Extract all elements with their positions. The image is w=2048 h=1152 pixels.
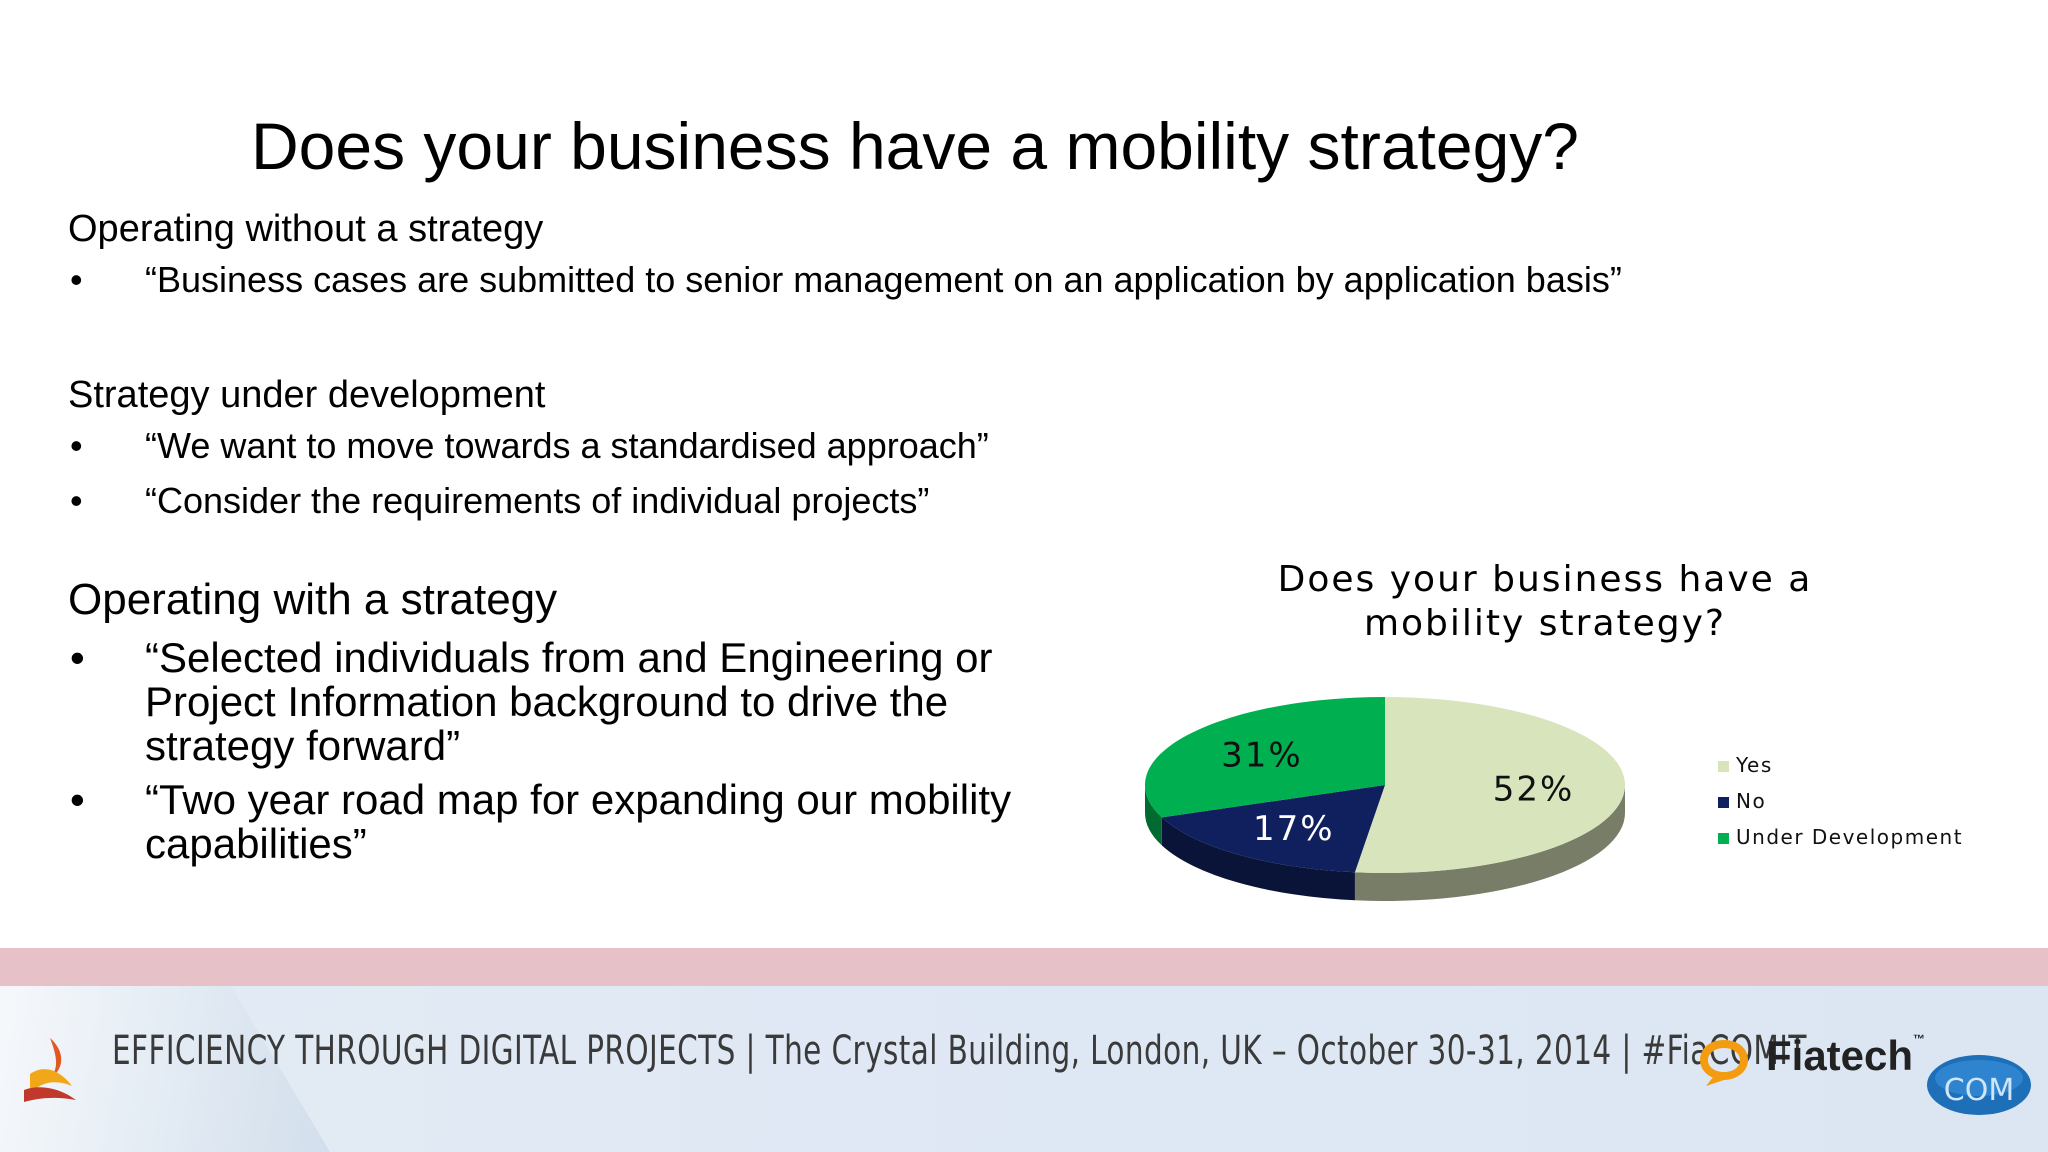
bullet-list: • “Selected individuals from and Engineer… [68,636,1018,866]
slide-title: Does your business have a mobility strat… [251,109,1579,183]
section-heading: Strategy under development [68,374,546,416]
section-heading: Operating with a strategy [68,575,558,624]
data-label-no: 17% [1253,809,1335,849]
bullet-item: • “Two year road map for expanding our mo… [70,776,1012,867]
chart-legend: Yes No Under Development [1718,753,1963,849]
fiatech-logo-icon [1700,1040,1748,1086]
bullet-dot: • [70,776,85,823]
pie-slices: 52% 17% 31% [1145,697,1625,901]
section-without-strategy: Operating without a strategy • “Business … [68,206,1622,307]
fiatech-brand: Fiatech™ [1766,1032,1926,1079]
com-badge-text: COM [1944,1073,2014,1108]
bullet-list: • “We want to move towards a standardised… [68,418,989,528]
data-label-under-development: 31% [1221,735,1303,775]
pie-side-under-development [1145,785,1162,846]
pie-side-no [1161,817,1355,901]
data-label-yes: 52% [1493,769,1575,809]
section-heading: Operating without a strategy [68,208,544,250]
pie-side-yes [1354,785,1625,901]
flame-logo-icon [24,1038,76,1102]
bullet-list: • “Business cases are submitted to senior… [68,252,1622,307]
section-with-strategy: Operating with a strategy • “Selected ind… [68,574,1018,866]
legend-label-no: No [1736,789,1766,813]
bullet-item: • “Business cases are submitted to senior… [68,252,1622,307]
legend-label-yes: Yes [1735,753,1773,777]
legend-label-under-development: Under Development [1736,825,1963,849]
footer-band [0,948,2048,986]
bullet-item: • “We want to move towards a standardised… [68,418,989,473]
com-badge-icon: COM [1927,1055,2031,1115]
section-under-development: Strategy under development • “We want to … [68,372,989,528]
legend-swatch-under-development [1718,833,1729,844]
bullet-dot: • [70,425,83,466]
bullet-item: • “Selected individuals from and Engineer… [70,634,993,769]
bullet-dot: • [70,480,83,521]
bullet-dot: • [70,259,83,300]
bullet-item: • “Consider the requirements of individua… [68,473,989,528]
pie-chart: Does your business have a mobility strat… [1145,559,1963,901]
footer: EFFICIENCY THROUGH DIGITAL PROJECTS | Th… [0,986,2048,1152]
chart-title-line-1: Does your business have a [1278,559,1813,600]
pie-slice-under-development [1145,697,1385,818]
chart-title-line-2: mobility strategy? [1364,603,1726,644]
pie-slice-yes [1354,697,1625,873]
legend-swatch-yes [1718,761,1729,772]
footer-text: EFFICIENCY THROUGH DIGITAL PROJECTS | Th… [112,1028,1807,1074]
pie-slice-no [1161,785,1385,873]
bullet-dot: • [70,634,85,681]
legend-swatch-no [1718,797,1729,808]
